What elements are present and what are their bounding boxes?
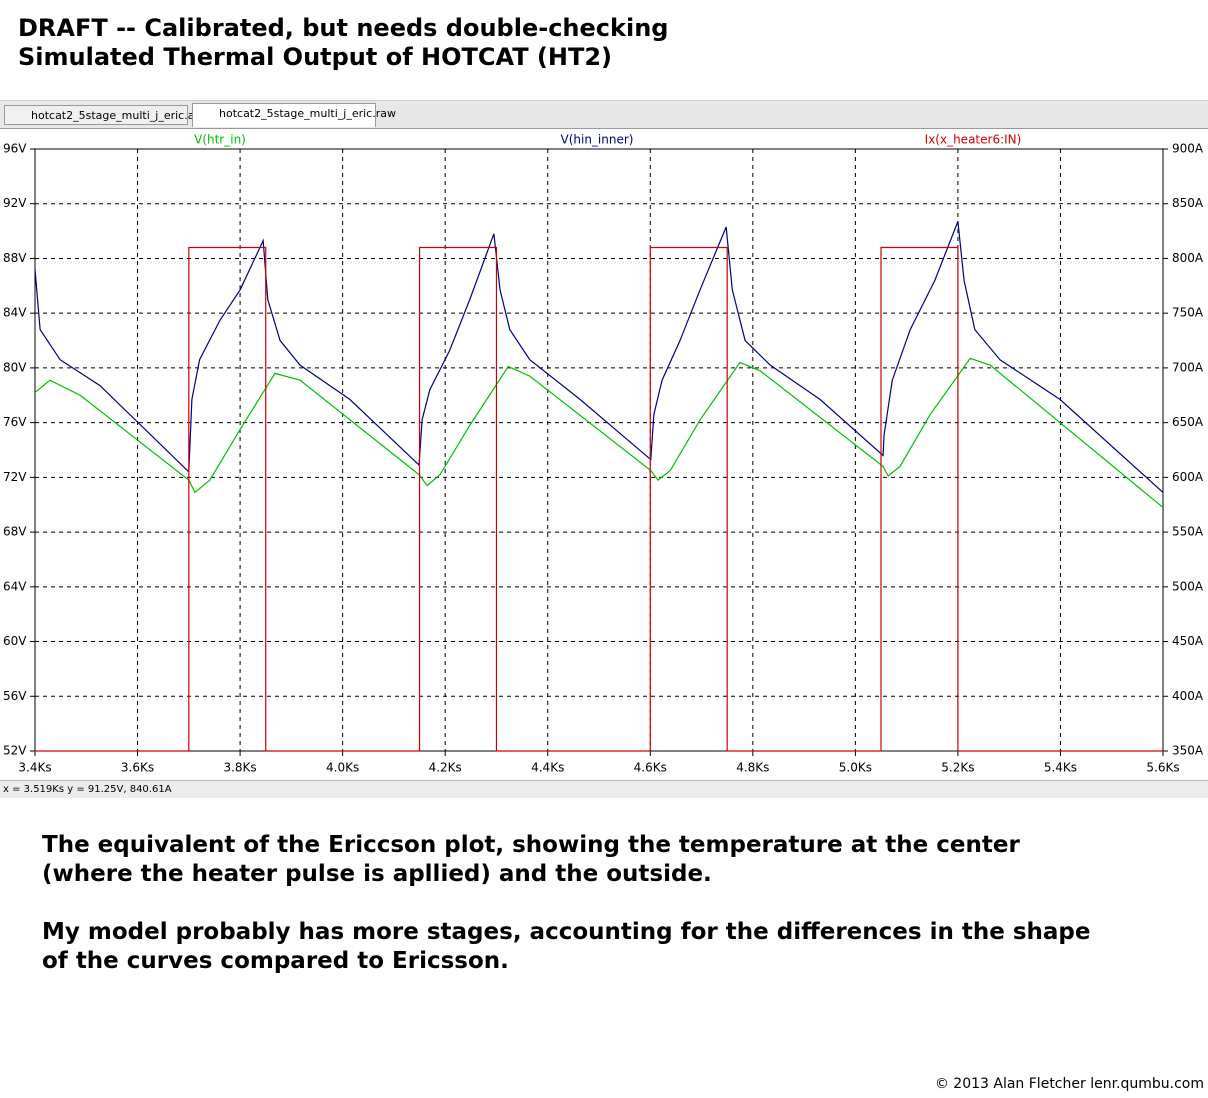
x-tick-label: 4.6Ks bbox=[634, 761, 667, 775]
footer: © 2013 Alan Fletcher lenr.qumbu.com bbox=[934, 1076, 1204, 1092]
y2-tick-label: 650A bbox=[1172, 415, 1204, 429]
x-tick-label: 4.2Ks bbox=[429, 761, 462, 775]
status-bar: x = 3.519Ks y = 91.25V, 840.61A bbox=[0, 780, 1208, 798]
note: My model probably has more stages, accou… bbox=[42, 919, 1091, 945]
series-line bbox=[35, 246, 1163, 752]
y-tick-label: 64V bbox=[3, 579, 27, 593]
y2-tick-label: 350A bbox=[1172, 744, 1204, 758]
y-tick-label: 76V bbox=[3, 415, 27, 429]
chart: 3.4Ks 3.6Ks 3.8Ks 4.0Ks 4.2Ks 4.4Ks 4.6Ks 4.8Ks… bbox=[3, 133, 1204, 775]
note: (where the heater pulse is apllied) and … bbox=[42, 861, 712, 887]
y2-tick-label: 600A bbox=[1172, 470, 1204, 484]
x-tick-label: 3.8Ks bbox=[223, 761, 256, 775]
y-tick-label: 56V bbox=[3, 689, 27, 703]
x-tick-label: 4.8Ks bbox=[736, 761, 769, 775]
y-tick-label: 88V bbox=[3, 251, 27, 265]
y-tick-label: 80V bbox=[3, 360, 27, 374]
tab-bar: hotcat2_5stage_multi_j_eric.asc hotcat2_… bbox=[0, 100, 1208, 129]
x-tick-label: 5.0Ks bbox=[839, 761, 872, 775]
x-tick-label: 3.6Ks bbox=[121, 761, 154, 775]
x-tick-label: 4.0Ks bbox=[326, 761, 359, 775]
y-tick-label: 84V bbox=[3, 306, 27, 320]
y2-tick-label: 800A bbox=[1172, 251, 1204, 265]
y-tick-label: 96V bbox=[3, 142, 27, 156]
y2-tick-label: 450A bbox=[1172, 634, 1204, 648]
legend-label: V(hin_inner) bbox=[561, 133, 634, 147]
x-tick-label: 5.4Ks bbox=[1044, 761, 1077, 775]
x-tick-label: 5.2Ks bbox=[941, 761, 974, 775]
series-line bbox=[34, 221, 1164, 493]
y-tick-label: 52V bbox=[3, 744, 27, 758]
y2-tick-label: 700A bbox=[1172, 360, 1204, 374]
subtitle: Simulated Thermal Output of HOTCAT (HT2) bbox=[18, 43, 613, 71]
y-tick-label: 92V bbox=[3, 196, 27, 210]
title: DRAFT -- Calibrated, but needs double-ch… bbox=[18, 14, 669, 42]
x-tick-label: 4.4Ks bbox=[531, 761, 564, 775]
tab[interactable]: hotcat2_5stage_multi_j_eric.raw bbox=[192, 103, 396, 127]
series-line bbox=[34, 357, 1164, 508]
y2-tick-label: 750A bbox=[1172, 306, 1204, 320]
note: of the curves compared to Ericsson. bbox=[42, 948, 509, 974]
y2-tick-label: 900A bbox=[1172, 142, 1204, 156]
tab[interactable]: hotcat2_5stage_multi_j_eric.asc bbox=[4, 105, 206, 125]
x-tick-label: 3.4Ks bbox=[18, 761, 51, 775]
y2-tick-label: 400A bbox=[1172, 689, 1204, 703]
legend-label: Ix(x_heater6:IN) bbox=[925, 133, 1022, 147]
y2-tick-label: 500A bbox=[1172, 579, 1204, 593]
plot-frame bbox=[34, 148, 1164, 752]
y2-tick-label: 850A bbox=[1172, 196, 1204, 210]
y-tick-label: 60V bbox=[3, 634, 27, 648]
x-tick-label: 5.6Ks bbox=[1146, 761, 1179, 775]
legend-label: V(htr_in) bbox=[194, 133, 246, 147]
y2-tick-label: 550A bbox=[1172, 525, 1204, 539]
y-tick-label: 72V bbox=[3, 470, 27, 484]
y-tick-label: 68V bbox=[3, 525, 27, 539]
note: The equivalent of the Ericcson plot, sho… bbox=[42, 832, 1020, 858]
